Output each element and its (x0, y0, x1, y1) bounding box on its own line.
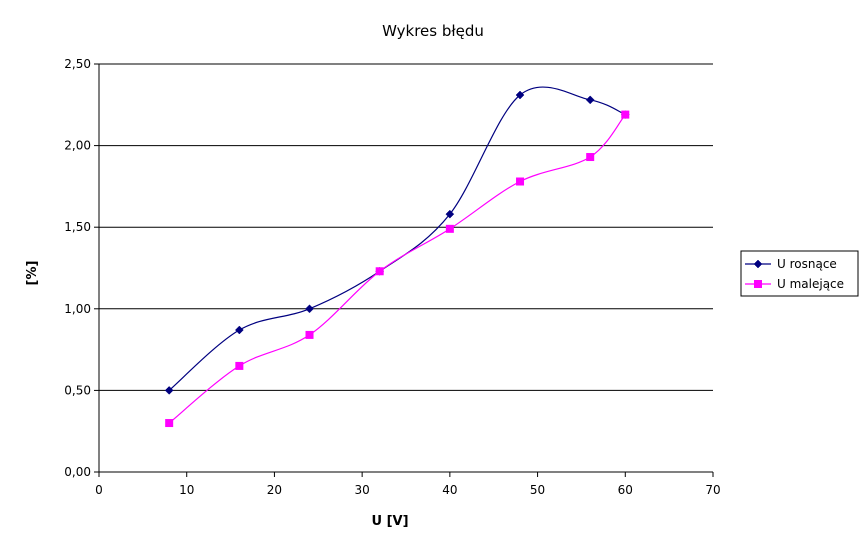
y-tick-label: 0,50 (64, 383, 91, 397)
x-tick-label: 10 (179, 483, 194, 497)
x-axis-label: U [V] (371, 514, 408, 529)
x-tick-label: 70 (705, 483, 720, 497)
x-tick-label: 20 (267, 483, 282, 497)
data-point (234, 325, 244, 335)
series-line (168, 86, 626, 391)
data-point (621, 110, 630, 119)
legend-box (740, 250, 859, 297)
data-point (164, 386, 174, 395)
series-2 (165, 110, 630, 428)
x-tick-label: 0 (95, 483, 103, 497)
y-tick-label: 2,50 (64, 57, 91, 71)
legend-marker (753, 259, 763, 269)
data-point (375, 267, 384, 276)
series-1 (164, 86, 630, 395)
legend-marker (754, 280, 762, 288)
data-point (445, 209, 455, 219)
y-tick-label: 1,00 (64, 302, 91, 316)
x-tick-label: 50 (530, 483, 545, 497)
data-point (586, 153, 595, 162)
x-tick-label: 30 (355, 483, 370, 497)
legend-item: U rosnące (745, 257, 837, 271)
y-tick-labels: 0,00 0,50 1,00 1,50 2,00 2,50 (64, 57, 91, 479)
y-axis-label: [%] (25, 261, 40, 286)
series-group (164, 86, 630, 428)
legend-label: U malejące (777, 277, 844, 291)
data-point (445, 224, 454, 233)
series-line (168, 114, 626, 424)
chart-title: Wykres błędu (382, 22, 484, 40)
data-point (305, 304, 314, 314)
data-point (235, 361, 244, 370)
x-tick-label: 60 (618, 483, 633, 497)
y-tick-label: 0,00 (64, 465, 91, 479)
data-point (515, 90, 525, 100)
legend-label: U rosnące (777, 257, 837, 271)
legend-item: U malejące (745, 277, 844, 291)
y-tick-label: 2,00 (64, 139, 91, 153)
data-point (585, 95, 595, 105)
data-point (165, 419, 174, 428)
legend: U rosnące U malejące (740, 250, 859, 297)
data-point (516, 177, 525, 186)
y-tick-label: 1,50 (64, 220, 91, 234)
data-point (305, 330, 314, 339)
x-tick-label: 40 (442, 483, 457, 497)
x-tick-labels: 0 10 20 30 40 50 60 70 (95, 483, 720, 497)
grid-lines (99, 63, 713, 391)
axes (94, 63, 714, 477)
